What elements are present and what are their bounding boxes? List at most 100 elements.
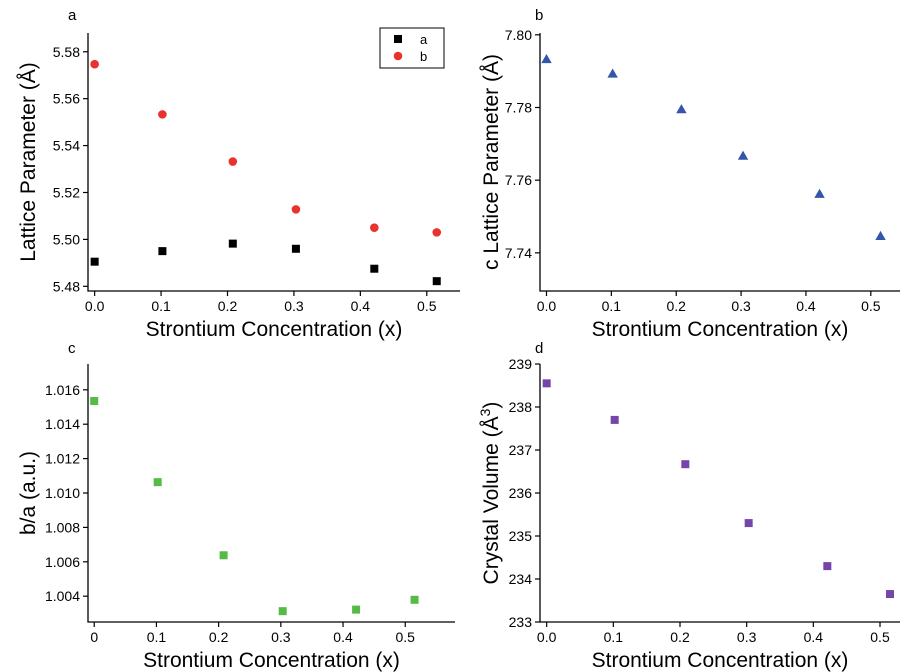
y-axis-label: Lattice Parameter (Å) xyxy=(17,62,40,262)
data-point xyxy=(291,205,301,214)
y-tick-label: 7.76 xyxy=(505,172,532,188)
data-point xyxy=(278,607,287,616)
axis-spine xyxy=(539,364,900,623)
y-tick-label: 237 xyxy=(509,442,533,458)
x-tick-label: 0.2 xyxy=(670,629,690,645)
chart-panel-c: 0 0.1 0.2 0.3 0.4 0.5 1.004 1.006 1.008 1.010 1.01… xyxy=(17,340,455,672)
data-point xyxy=(814,188,825,198)
y-tick-label: 5.54 xyxy=(53,138,80,154)
data-point xyxy=(352,605,361,614)
series-panel-d xyxy=(542,379,894,599)
x-tick-label: 0.1 xyxy=(602,298,622,314)
x-tick-label: 0.1 xyxy=(604,629,624,645)
y-tick-label: 5.48 xyxy=(53,278,80,294)
axis-spine xyxy=(87,364,455,623)
data-point xyxy=(432,228,442,237)
y-tick-label: 235 xyxy=(509,528,533,544)
data-point xyxy=(370,223,379,232)
x-tick-label: 0.1 xyxy=(147,629,167,645)
y-tick-label: 1.016 xyxy=(45,382,80,398)
data-point xyxy=(610,415,619,424)
legend-label: b xyxy=(420,49,427,64)
series-a xyxy=(90,239,441,286)
y-tick-label: 5.58 xyxy=(53,44,80,60)
x-tick-label: 0.3 xyxy=(271,629,291,645)
x-tick-label: 0.1 xyxy=(151,298,171,314)
x-tick-label: 0.4 xyxy=(796,298,816,314)
legend-marker xyxy=(394,35,402,43)
data-point xyxy=(737,150,749,160)
series-panel-c xyxy=(90,396,419,616)
axis-spine xyxy=(87,33,460,292)
panel-letter: a xyxy=(68,7,77,24)
panel-letter: b xyxy=(535,7,543,24)
y-tick-label: 239 xyxy=(509,356,533,372)
data-point xyxy=(90,257,99,266)
panel-letter: d xyxy=(535,340,543,357)
chart-panel-a: 0.0 0.1 0.2 0.3 0.4 0.5 5.48 5.50 5.52 5.54 5.56 5.… xyxy=(17,7,460,341)
y-tick-label: 7.74 xyxy=(505,245,532,261)
x-tick-label: 0.0 xyxy=(85,298,105,314)
data-point xyxy=(681,460,690,469)
y-tick-label: 233 xyxy=(509,614,533,630)
axis-spine xyxy=(539,33,900,292)
y-tick-label: 5.50 xyxy=(53,231,80,247)
chart-panel-d: 0.0 0.1 0.2 0.3 0.4 0.5 233 234 235 236 237 238 239d… xyxy=(477,340,900,672)
data-point xyxy=(158,247,167,256)
data-point xyxy=(291,244,300,253)
y-tick-label: 236 xyxy=(509,485,533,501)
x-tick-label: 0.5 xyxy=(861,298,881,314)
x-tick-label: 0.0 xyxy=(537,629,557,645)
x-tick-label: 0.5 xyxy=(870,629,890,645)
data-point xyxy=(158,110,167,119)
y-tick-label: 1.010 xyxy=(45,485,80,501)
y-axis-label: c Lattice Parameter (Å) xyxy=(480,54,503,270)
data-point xyxy=(541,53,552,64)
data-point xyxy=(432,277,441,286)
y-tick-label: 5.56 xyxy=(53,91,80,107)
data-point xyxy=(607,68,618,78)
y-tick-label: 1.014 xyxy=(45,416,80,432)
x-axis-label: Strontium Concentration (x) xyxy=(146,318,403,341)
data-point xyxy=(875,230,886,241)
x-tick-label: 0.3 xyxy=(731,298,751,314)
data-point xyxy=(153,478,162,487)
legend: ab xyxy=(379,27,445,69)
series-panel-b xyxy=(541,53,886,241)
x-tick-label: 0.2 xyxy=(209,629,229,645)
legend-box xyxy=(379,27,445,69)
x-axis-label: Strontium Concentration (x) xyxy=(592,649,849,672)
data-point xyxy=(90,59,99,69)
x-tick-label: 0.4 xyxy=(333,629,353,645)
x-tick-label: 0.4 xyxy=(351,298,371,314)
y-tick-label: 234 xyxy=(509,571,533,587)
y-tick-label: 5.52 xyxy=(53,184,80,200)
data-point xyxy=(90,396,99,405)
y-tick-label: 1.008 xyxy=(45,519,80,535)
data-point xyxy=(542,379,551,388)
x-tick-label: 0.2 xyxy=(218,298,238,314)
x-tick-label: 0.5 xyxy=(396,629,416,645)
series-b xyxy=(90,59,442,237)
y-tick-label: 7.78 xyxy=(505,99,532,115)
x-tick-label: 0.2 xyxy=(666,298,686,314)
x-tick-label: 0.3 xyxy=(284,298,304,314)
x-tick-label: 0.3 xyxy=(737,629,757,645)
panel-letter: c xyxy=(68,340,76,357)
data-point xyxy=(744,519,753,528)
x-axis-label: Strontium Concentration (x) xyxy=(592,318,849,341)
x-axis-label: Strontium Concentration (x) xyxy=(143,649,400,672)
data-point xyxy=(886,590,894,599)
y-axis-label: b/a (a.u.) xyxy=(17,451,40,535)
data-point xyxy=(228,239,237,248)
data-point xyxy=(219,551,228,560)
data-point xyxy=(228,157,238,166)
data-point xyxy=(823,562,832,571)
legend-label: a xyxy=(420,32,428,47)
y-tick-label: 1.004 xyxy=(45,588,80,604)
y-tick-label: 7.80 xyxy=(505,27,532,43)
x-tick-label: 0.4 xyxy=(804,629,824,645)
y-tick-label: 238 xyxy=(509,399,533,415)
chart-panel-b: 0.0 0.1 0.2 0.3 0.4 0.5 7.74 7.76 7.78 7.80b Stron… xyxy=(480,7,900,341)
